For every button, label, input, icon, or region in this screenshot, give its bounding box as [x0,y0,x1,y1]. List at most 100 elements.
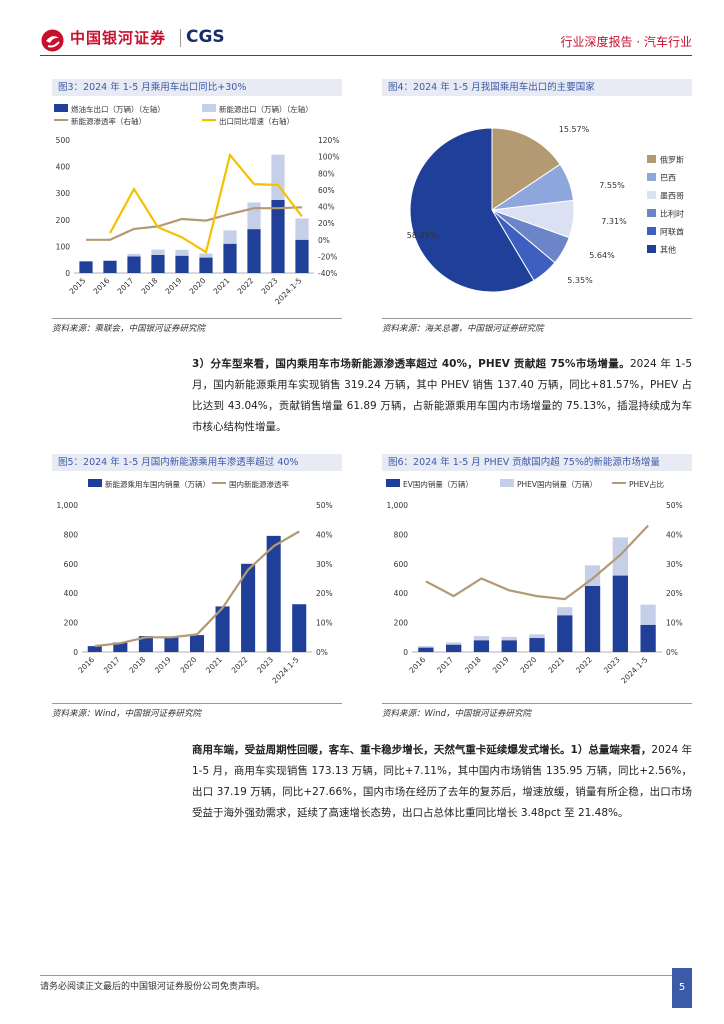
header-divider [40,55,692,56]
bar [175,256,188,273]
fig4-source: 资料来源：海关总署，中国银河证券研究院 [382,322,544,334]
fig5-title: 图5：2024 年 1-5 月国内新能源乘用车渗透率超过 40% [52,454,342,471]
y-tick-label-right: 60% [318,186,335,195]
bar [151,250,164,255]
legend-swatch [647,227,656,235]
fig6-source-divider [382,703,692,704]
legend-label: 出口同比增速（右轴） [219,116,294,126]
fig5-chart: 新能源乘用车国内销量（万辆） 国内新能源渗透率 0 200 400 600 800 1,000… [52,475,342,700]
x-tick-label: 2023 [255,655,275,675]
bar [295,218,308,239]
y-tick-label-right: 20% [316,589,333,598]
y-tick-label-left: 600 [394,560,409,569]
bar [247,229,260,273]
x-tick-label: 2019 [164,276,184,296]
legend-swatch [647,191,656,199]
bar [295,240,308,273]
paragraph-lead: 商用车端，受益周期性回暖，客车、重卡稳步增长，天然气重卡延续爆发式增长。1）总量… [192,744,651,756]
bar [502,640,517,652]
x-tick-label: 2024.1-5 [619,655,649,685]
y-tick-label-left: 0 [73,648,78,657]
paragraph-passenger-car: 3）分车型来看，国内乘用车市场新能源渗透率超过 40%，PHEV 贡献超 75%… [192,354,692,438]
cgs-logo-icon [40,28,65,53]
pie-value-label: 7.55% [599,181,625,190]
y-tick-label-right: 100% [318,153,339,162]
fig6-title: 图6：2024 年 1-5 月 PHEV 贡献国内超 75%的新能源市场增量 [382,454,692,471]
y-tick-label-right: 30% [316,560,333,569]
y-tick-label-right: 0% [666,648,678,657]
brand-separator [180,29,181,47]
legend-swatch [500,479,514,487]
bar [267,536,281,652]
fig3-source: 资料来源：乘联会，中国银河证券研究院 [52,322,205,334]
bar [223,244,236,273]
y-tick-label-left: 400 [56,163,71,172]
x-tick-label: 2018 [463,655,483,675]
y-tick-label-right: 40% [318,203,335,212]
y-tick-label-right: 10% [316,619,333,628]
bar [529,638,544,652]
x-tick-label: 2017 [116,276,136,296]
fig4-source-divider [382,318,692,319]
x-tick-label: 2016 [407,655,427,675]
bar [88,646,102,652]
bar [613,537,628,575]
y-tick-label-left: 300 [56,189,71,198]
y-tick-label-left: 200 [56,216,71,225]
x-tick-label: 2020 [519,655,539,675]
bar [418,648,433,652]
fig3-source-divider [52,318,342,319]
x-tick-label: 2022 [236,276,256,296]
legend-label: 俄罗斯 [660,155,684,165]
legend-label: 燃油车出口（万辆）（左轴） [71,104,165,114]
y-tick-label-left: 0 [65,269,70,278]
bar [127,254,140,257]
y-tick-label-right: 10% [666,619,683,628]
legend-label: PHEV占比 [629,479,665,489]
fig6-chart: EV国内销量（万辆） PHEV国内销量（万辆） PHEV占比 0 200 400 600 80… [382,475,692,700]
x-tick-label: 2024.1-5 [273,276,303,306]
bar [127,257,140,273]
bar [640,625,655,652]
brand-name-en: CGS [186,27,225,47]
bar [271,155,284,200]
pie-value-label: 5.35% [567,276,593,285]
bar [199,258,212,273]
bar [446,645,461,652]
bar [79,261,92,273]
bar [418,646,433,647]
legend-label: 国内新能源渗透率 [229,479,289,489]
bar [151,255,164,273]
legend-label: 新能源乘用车国内销量（万辆） [105,479,210,489]
pie-value-label: 5.64% [589,251,615,260]
legend-swatch [647,173,656,181]
y-tick-label-left: 0 [403,648,408,657]
x-tick-label: 2022 [230,655,250,675]
y-tick-label-left: 600 [64,560,79,569]
bar [190,635,204,652]
bar [585,586,600,652]
y-tick-label-left: 1,000 [387,501,409,510]
bar [103,260,116,261]
y-tick-label-right: 0% [318,236,330,245]
footer-disclaimer: 请务必阅读正文最后的中国银河证券股份公司免责声明。 [40,979,265,992]
x-tick-label: 2018 [140,276,160,296]
y-tick-label-right: 120% [318,136,339,145]
x-tick-label: 2017 [435,655,455,675]
x-tick-label: 2016 [76,655,96,675]
y-tick-label-right: -40% [318,269,337,278]
y-tick-label-left: 400 [394,589,409,598]
y-tick-label-right: 20% [318,219,335,228]
y-tick-label-right: 50% [666,501,683,510]
bar [223,230,236,243]
report-type: 行业深度报告 · 汽车行业 [561,33,692,50]
fig3-chart: 燃油车出口（万辆）（左轴） 新能源出口（万辆）（左轴）新能源渗透率（右轴） 出口同比… [52,100,342,315]
x-tick-label: 2019 [153,655,173,675]
brand-name-cn: 中国银河证券 [70,27,166,48]
legend-swatch [88,479,102,487]
bar [557,615,572,652]
bar [199,254,212,258]
bar [175,250,188,256]
pie-value-label: 15.57% [559,125,590,134]
y-tick-label-right: 30% [666,560,683,569]
